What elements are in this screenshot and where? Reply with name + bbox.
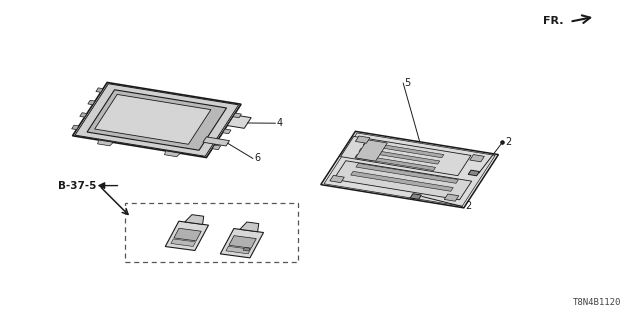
Polygon shape	[355, 155, 436, 171]
Polygon shape	[330, 175, 344, 183]
Text: T8N4B1120: T8N4B1120	[572, 298, 621, 307]
Text: 4: 4	[276, 118, 283, 128]
Polygon shape	[227, 115, 251, 128]
Polygon shape	[410, 194, 422, 199]
Text: B-37-5: B-37-5	[58, 180, 96, 191]
Polygon shape	[444, 194, 459, 201]
Polygon shape	[243, 247, 250, 251]
Text: 5: 5	[404, 78, 411, 88]
Polygon shape	[359, 148, 440, 164]
Polygon shape	[185, 215, 204, 224]
Polygon shape	[72, 125, 79, 130]
Polygon shape	[233, 113, 241, 118]
Polygon shape	[96, 88, 103, 92]
Text: 6: 6	[254, 153, 260, 164]
Text: FR.: FR.	[543, 16, 563, 26]
Polygon shape	[333, 161, 472, 200]
Polygon shape	[164, 151, 180, 157]
Text: 2: 2	[465, 201, 472, 212]
Polygon shape	[363, 142, 444, 158]
Polygon shape	[223, 129, 231, 134]
Polygon shape	[220, 228, 264, 258]
Polygon shape	[356, 163, 458, 183]
Polygon shape	[95, 94, 211, 144]
Polygon shape	[468, 170, 479, 176]
Polygon shape	[72, 83, 241, 157]
Polygon shape	[165, 221, 209, 251]
Polygon shape	[240, 222, 259, 232]
Polygon shape	[174, 228, 201, 241]
Polygon shape	[351, 171, 453, 191]
Polygon shape	[80, 113, 87, 117]
Polygon shape	[340, 136, 471, 176]
Polygon shape	[203, 137, 230, 146]
Polygon shape	[75, 84, 239, 156]
Polygon shape	[226, 246, 251, 254]
Polygon shape	[321, 131, 499, 208]
Polygon shape	[324, 133, 495, 206]
Polygon shape	[88, 100, 95, 105]
Polygon shape	[355, 136, 370, 143]
Polygon shape	[356, 140, 387, 161]
Text: 2: 2	[506, 137, 512, 148]
Polygon shape	[171, 239, 196, 246]
Polygon shape	[212, 145, 221, 150]
Polygon shape	[97, 140, 113, 146]
Polygon shape	[229, 236, 256, 248]
Polygon shape	[87, 90, 227, 150]
Polygon shape	[470, 155, 484, 162]
